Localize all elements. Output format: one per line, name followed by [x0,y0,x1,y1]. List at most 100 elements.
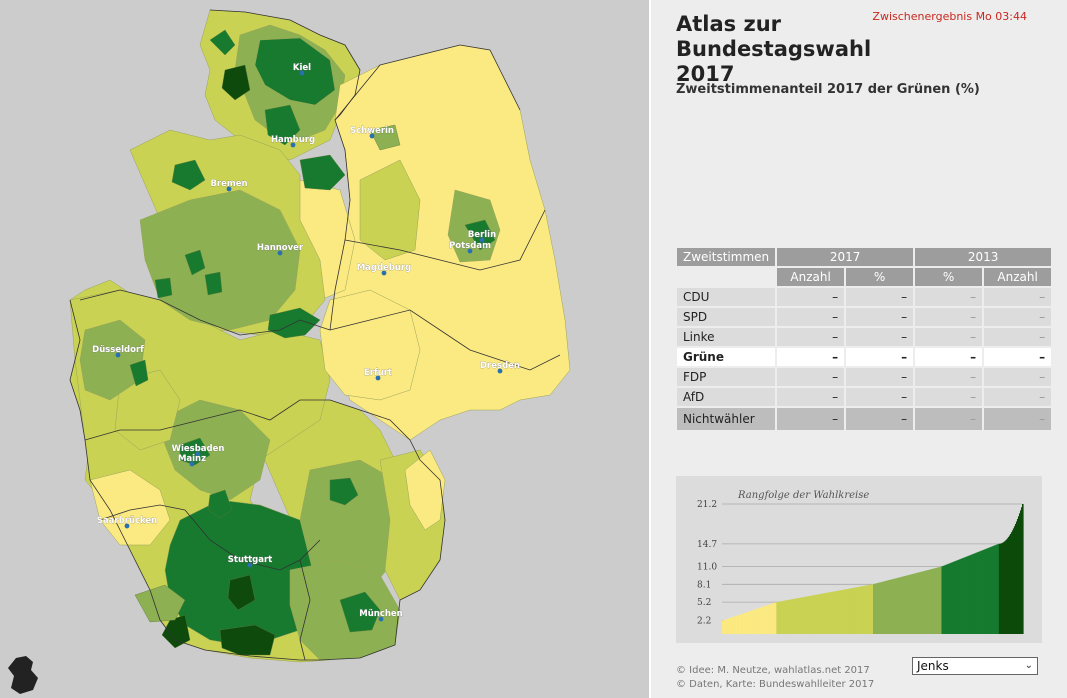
district-region[interactable] [329,477,359,506]
table-row[interactable]: CDU – – – – [677,288,1052,306]
district-region[interactable] [164,499,326,646]
rank-bar [759,607,761,634]
city-label[interactable]: Bremen [210,179,248,189]
district-region[interactable] [319,289,421,401]
state-border [99,504,186,521]
district-region[interactable] [171,159,206,191]
district-region[interactable] [154,277,173,299]
city-label[interactable]: Magdeburg [357,263,412,273]
district-region[interactable] [339,591,381,633]
rank-bar [808,596,811,634]
district-region[interactable] [179,437,211,466]
district-region[interactable] [404,449,446,531]
district-region[interactable] [204,271,223,296]
rank-bar [986,548,989,634]
city-label[interactable]: Potsdam [449,241,491,251]
rank-bar [884,581,886,634]
district-region[interactable] [161,614,191,649]
table-row-nichtwaehler[interactable]: Nichtwähler – – – – [677,408,1052,430]
rank-bar [872,584,874,634]
rank-bar [919,572,921,634]
city-label[interactable]: Berlin [468,230,497,240]
city-label[interactable]: Wiesbaden [171,444,225,454]
district-region[interactable] [219,624,276,656]
rank-bar [1001,542,1004,634]
city-label[interactable]: Stuttgart [228,555,273,565]
city-label[interactable]: Mainz [178,454,207,464]
rank-bar [971,554,974,634]
district-region[interactable] [159,399,271,501]
cell-value: – [915,308,983,326]
rank-bar [975,552,978,634]
district-region[interactable] [264,104,301,146]
district-region[interactable] [464,219,496,251]
district-region[interactable] [207,489,233,519]
district-region[interactable] [369,124,401,151]
ranking-chart[interactable]: 2.2 5.2 8.1 11.0 14.7 21.2 Rangfolge der Wahl… [676,476,1042,643]
germany-minimap-icon[interactable] [8,656,38,694]
city-label[interactable]: Saarbrücken [97,516,158,526]
rank-bar [995,544,998,634]
rank-bar [1013,526,1016,634]
rank-bar [827,592,830,634]
rank-bar [1002,542,1005,634]
rank-bar [844,589,847,634]
rank-bar [857,586,860,634]
rank-bar [907,575,909,634]
district-region[interactable] [299,154,346,191]
rank-bar [927,570,929,634]
rank-bar [811,595,814,634]
anzahl-2013-header: Anzahl [984,268,1052,286]
district-region[interactable] [134,584,186,623]
district-region[interactable] [129,359,149,387]
pct-2017-header: % [846,268,914,286]
rank-bar [743,613,745,634]
table-row[interactable]: Linke – – – – [677,328,1052,346]
rank-bar [741,613,743,634]
rank-bar [906,575,908,634]
district-region[interactable] [89,469,171,546]
rank-bar [964,557,967,634]
rank-bar [989,547,992,634]
rank-bar [856,587,859,634]
city-label[interactable]: Schwerin [350,126,394,136]
rank-bar [895,578,897,634]
rank-bar [776,602,778,634]
city-label[interactable]: Hamburg [271,135,316,145]
germany-map[interactable]: Kiel Hamburg Schwerin Bremen Hannover BerlinP… [0,0,649,698]
table-row[interactable]: AfD – – – – [677,388,1052,406]
district-region[interactable] [79,319,146,401]
table-row[interactable]: SPD – – – – [677,308,1052,326]
district-region[interactable] [221,64,251,101]
cell-value: – [777,348,845,366]
rank-bar [767,605,769,634]
city-marker [226,186,232,192]
rank-bar [858,586,861,634]
district-region[interactable] [227,574,256,611]
city-label[interactable]: Kiel [293,63,312,73]
classification-dropdown[interactable]: Jenks ⌄ [912,657,1038,675]
rank-bar [999,543,1002,634]
rank-bar [925,570,927,634]
rank-bar [789,599,792,634]
city-label[interactable]: Hannover [257,243,304,253]
table-row-selected[interactable]: Grüne – – – – [677,348,1052,366]
rank-bar [832,591,835,634]
city-label[interactable]: Erfurt [364,368,392,378]
rank-bar [874,583,876,634]
rank-bar [757,608,759,634]
district-region[interactable] [254,37,336,106]
district-region[interactable] [209,29,236,56]
district-region[interactable] [184,249,206,276]
city-label[interactable]: München [359,609,403,619]
rank-bar [943,565,946,634]
rank-bar [738,615,740,634]
rank-bar [880,582,882,634]
table-row[interactable]: FDP – – – – [677,368,1052,386]
district-region[interactable] [359,159,421,261]
city-label[interactable]: Dresden [480,361,520,371]
cell-value: – [777,388,845,406]
rank-bar [782,600,785,634]
cell-value: – [915,408,983,430]
city-label[interactable]: Düsseldorf [92,345,144,355]
